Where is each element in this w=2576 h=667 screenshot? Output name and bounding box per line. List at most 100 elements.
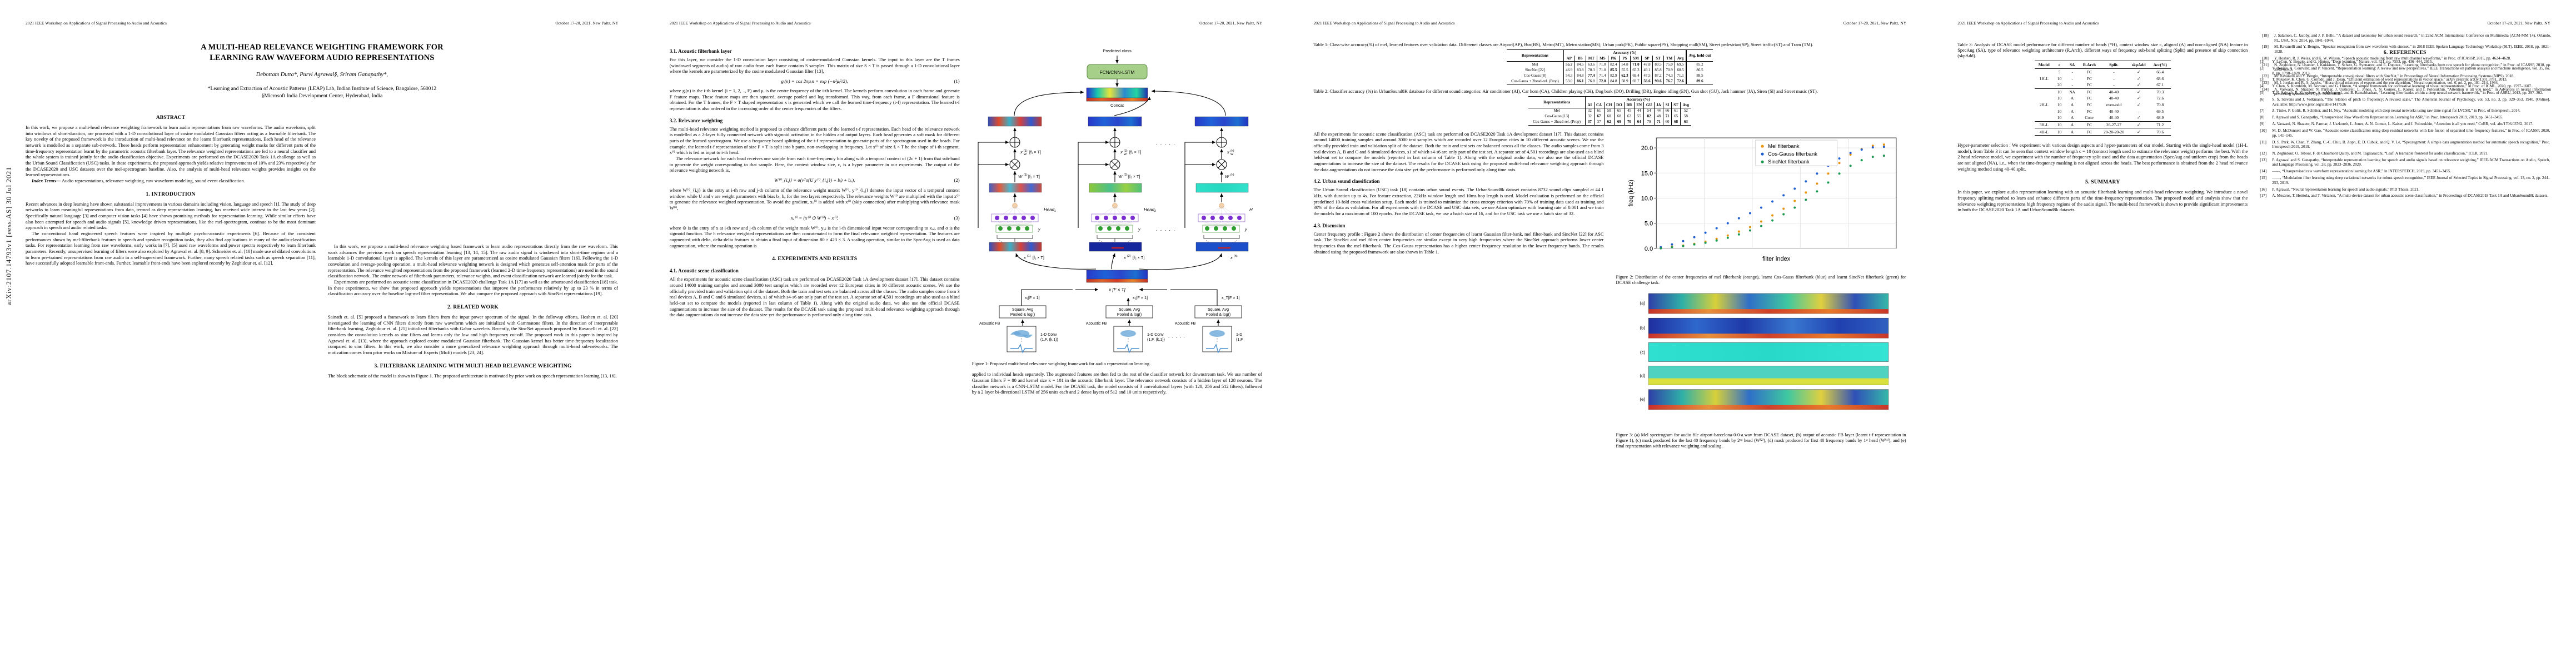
table-3-col: Split. xyxy=(2099,61,2128,69)
table-cell: FC xyxy=(2086,82,2092,88)
svg-text:(1): (1) xyxy=(1024,173,1028,177)
table-cell: 53.0 xyxy=(1563,78,1575,84)
reference-text: P. Agrawal and S. Ganapathy, “Unsupervis… xyxy=(2272,115,2504,120)
two-column-body: Table 3: Analysis of DCASE model perform… xyxy=(1957,42,2550,213)
equation-2-body: W⁽ⁱ⁾_{i,j} = σ(νᵀσ(U y⁽ⁱ⁾_{i,j}) + bᵢ) +… xyxy=(774,177,855,183)
figure-2: 0.0 5.0 10.0 15.0 20.0 fre xyxy=(1616,132,1906,286)
title-line-1: A MULTI-HEAD RELEVANCE WEIGHTING FRAMEWO… xyxy=(201,43,444,52)
table-cell: 10 xyxy=(2057,115,2062,121)
table-cell-held-out: 86.5 xyxy=(1686,67,1713,73)
table-cell: 71.0 xyxy=(1596,67,1608,73)
table-cell: 74.3 xyxy=(1663,73,1675,78)
table-cell: 62 xyxy=(1603,119,1615,126)
svg-text:x: x xyxy=(1120,150,1123,155)
column-right: 0.0 5.0 10.0 15.0 20.0 fre xyxy=(1616,131,1906,454)
column-right: In this work, we propose a multi-head re… xyxy=(328,115,618,379)
table-cell: 84.8 xyxy=(1607,78,1620,84)
table-cell xyxy=(2034,88,2054,96)
filterbank-intro-paragraph: The block schematic of the model is show… xyxy=(328,372,617,379)
usc-paragraph-1: The Urban Sound classification (USC) tas… xyxy=(1313,187,1604,216)
table-cell: 60 xyxy=(1603,113,1615,120)
column-left: Table 3: Analysis of DCASE model perform… xyxy=(1957,42,2248,213)
table-cell: 86.1 xyxy=(1574,78,1586,84)
figure1-after-paragraph: applied to individual heads separately. … xyxy=(971,371,1262,395)
table-cell: 52 xyxy=(1680,107,1691,114)
reference-item: [4] Y. Chen, S. Kornblith, M. Norouzi, an… xyxy=(2260,84,2550,89)
table-cell: 20 xyxy=(2057,82,2062,88)
table-col-en: EN xyxy=(1633,102,1644,108)
table-row: 20 - FC - ✓ 67.1 xyxy=(2035,82,2171,88)
page-1: 2021 IEEE Workshop on Applications of Si… xyxy=(0,0,644,667)
figure-2-caption: Figure 2: Distribution of the center fre… xyxy=(1616,274,1906,285)
table-cell: 71 xyxy=(1663,113,1672,120)
svg-text:Pooled & log(): Pooled & log() xyxy=(1010,313,1035,317)
table-cell: 83.8 xyxy=(1574,67,1586,73)
svg-text:(h): (h) xyxy=(1230,150,1234,153)
table-cell: - xyxy=(2138,108,2140,114)
reference-text: A. Vaswani, N. Shazeer, N. Parmar, J. Us… xyxy=(2272,122,2533,127)
column-left: ABSTRACT In this work, we propose a mult… xyxy=(26,115,316,266)
table-col-avg: Avg xyxy=(1680,102,1691,108)
table-cell: A xyxy=(2065,128,2079,136)
figure-3: (a) (b) (c) (d) (e) Figure 3: (a) Mel sp… xyxy=(1616,290,1906,449)
svg-text:(1,F, (k,1)): (1,F, (k,1)) xyxy=(1147,338,1165,342)
table-cell: 82.4 xyxy=(1607,61,1620,68)
table-row: Cos-Gauss [13] 32 67 60 68 63 55 82 48 71 65 58 xyxy=(1528,113,1691,120)
table-row: AP BS MT MS PK PS SM SP ST TM Avg xyxy=(1507,56,1713,62)
filterbank-layer-paragraph-2: where gᵢ(n) is the i-th kernel (i = 1, 2… xyxy=(669,88,960,112)
table-cell: 10 xyxy=(2057,108,2062,114)
reference-text: T. N. Sainath, B. Kingsbury, A.-r. Moham… xyxy=(2272,91,2543,96)
figure-1: Predicted class FCN/CNN-LSTM Concat xyxy=(972,44,1262,367)
table-row-label: Mel xyxy=(1507,61,1564,68)
table-cell: FC xyxy=(2079,121,2100,128)
reference-number: [10] xyxy=(2260,128,2267,133)
reference-item: [15] ——, “Modulation filter learning usin… xyxy=(2260,176,2550,185)
subsection-acoustic-scene-classification: 4.1. Acoustic scene classification xyxy=(669,268,739,274)
table-cell: 58 xyxy=(1680,113,1691,120)
table-cell: 10 xyxy=(2053,88,2066,96)
running-header-left: 2021 IEEE Workshop on Applications of Si… xyxy=(26,21,167,26)
table-cell: 61 xyxy=(1671,107,1681,114)
reference-number: [3] xyxy=(2260,77,2265,82)
svg-text:[f₂ × T]: [f₂ × T] xyxy=(1133,255,1144,260)
table-cell: 55.7 xyxy=(1563,61,1575,68)
table-cell: 68 xyxy=(1671,119,1681,126)
table-3-col: SA xyxy=(2065,61,2079,69)
reference-number: [9] xyxy=(2260,122,2265,127)
intro-paragraph-4: Experiments are performed on acoustic sc… xyxy=(328,279,618,297)
table-cell: 76.7 xyxy=(1663,78,1675,84)
table-row: 1H-L 10 - FC - ✓ 68.6 xyxy=(2035,75,2171,82)
table-cell: 71 xyxy=(1653,119,1663,126)
table-cell: 32 xyxy=(1585,107,1595,114)
panel-e xyxy=(1648,389,1889,410)
table-cell: FC xyxy=(2086,108,2092,114)
series-sincnet xyxy=(1659,154,1885,250)
table-cell: 10 xyxy=(2057,76,2062,81)
table-col-gu: GU xyxy=(1643,102,1655,108)
table-cell-held-out: 89.6 xyxy=(1686,78,1713,84)
reference-number: [13] xyxy=(2260,157,2267,162)
table-cell: 37 xyxy=(1593,119,1604,126)
running-header: 2021 IEEE Workshop on Applications of Si… xyxy=(670,21,1263,26)
figure-3-caption: Figure 3: (a) Mel spectrogram for audio … xyxy=(1616,432,1906,449)
table-cell: 20-20-20-20 xyxy=(2099,128,2128,136)
y-tick-20: 20.0 xyxy=(1641,145,1652,152)
reference-item: [6] S. S. Stevens and J. Volkmann, “The r… xyxy=(2260,97,2550,107)
abstract-text: In this work, we propose a multi-head re… xyxy=(26,125,316,178)
table-3-col: R.Arch xyxy=(2079,61,2100,69)
table-cell: 44 xyxy=(1633,107,1644,114)
svg-text:(2): (2) xyxy=(1124,150,1128,153)
table-col-tm: TM xyxy=(1663,56,1675,62)
panel-label-a: (a) xyxy=(1640,301,1645,306)
svg-text:Acoustic FB: Acoustic FB xyxy=(1086,322,1107,326)
reference-text: M. Ravanelli and Y. Bengio, “Interpretab… xyxy=(2274,74,2515,79)
label-predicted-class: Predicted class xyxy=(1103,48,1132,53)
table-cell: 70.6 xyxy=(2149,128,2171,136)
equation-3-body: xᵥ⁽ⁱ⁾ = (x⁽ⁱ⁾ ⊙ W⁽ⁱ⁾) + x⁽ⁱ⁾, xyxy=(790,215,839,221)
page-4: 2021 IEEE Workshop on Applications of Si… xyxy=(1932,0,2576,667)
table-col-si: SI xyxy=(1663,102,1672,108)
table-cell: 45 xyxy=(1624,107,1635,114)
reference-item: [3] T. Mikolov, K. Chen, G. Corrado, and … xyxy=(2260,77,2550,82)
reference-list-column-1: [1] Y. LeCun, Y. Bengio, and G. Hinton, “… xyxy=(2260,59,2550,198)
